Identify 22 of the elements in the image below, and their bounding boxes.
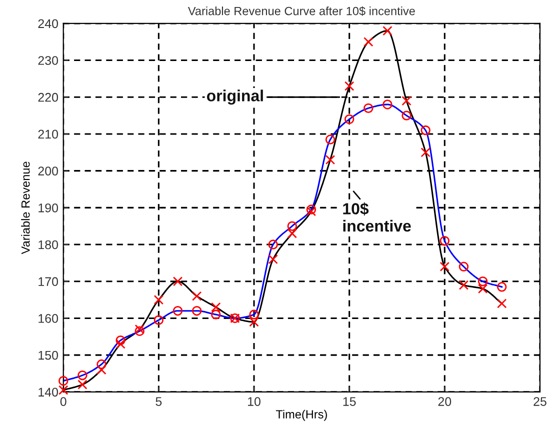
x-tick-label: 10 [248, 397, 260, 406]
y-tick-label: 230 [38, 56, 58, 65]
x-tick-label: 0 [60, 397, 66, 406]
annotation: original [206, 90, 263, 105]
annotation: 10$ incentive [343, 202, 411, 232]
x-tick-label: 25 [534, 397, 546, 406]
x-axis-title: Time(Hrs) [276, 410, 327, 421]
chart-title: Variable Revenue Curve after 10$ incentive [188, 6, 415, 16]
y-axis-title: Variable Revenue [21, 162, 30, 254]
y-tick-label: 210 [38, 130, 58, 139]
y-tick-label: 190 [38, 203, 58, 212]
x-tick-label: 20 [438, 397, 452, 406]
y-tick-label: 220 [38, 92, 58, 102]
y-tick-label: 170 [38, 277, 58, 286]
y-tick-label: 160 [38, 314, 58, 323]
x-tick-label: 15 [343, 397, 356, 406]
y-tick-label: 240 [38, 19, 58, 28]
y-tick-label: 150 [38, 350, 58, 360]
y-tick-label: 180 [38, 240, 58, 250]
y-tick-label: 140 [38, 388, 58, 397]
x-tick-label: 5 [156, 397, 162, 406]
y-tick-label: 200 [38, 166, 58, 176]
